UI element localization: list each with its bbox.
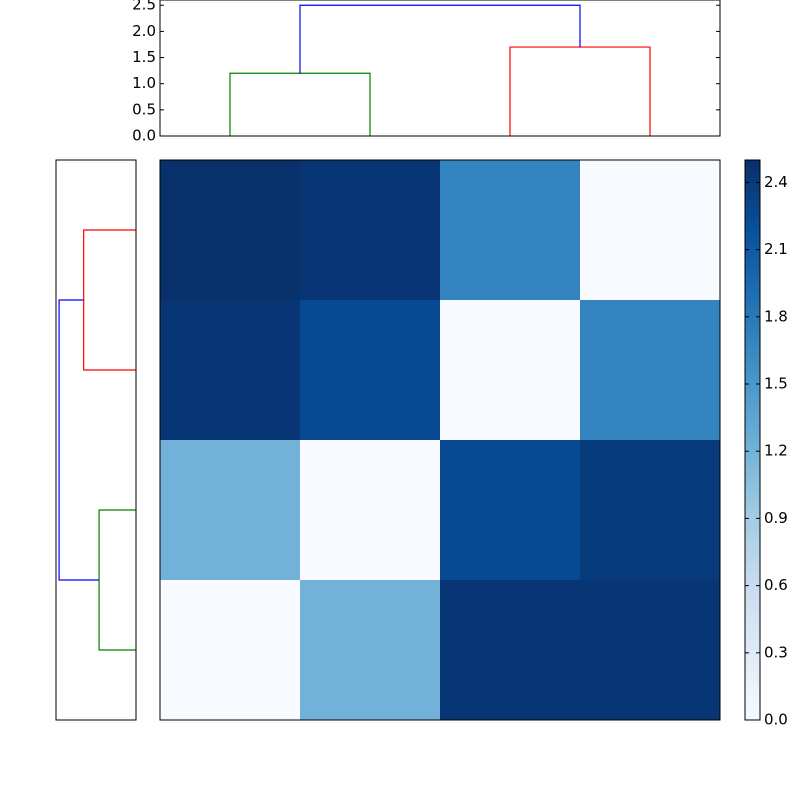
colorbar-tick-label: 0.0 (764, 711, 788, 729)
heatmap-cell (440, 440, 581, 581)
dendrogram-link (299, 4, 581, 74)
heatmap-cell (440, 160, 581, 301)
colorbar-tick-label: 1.2 (764, 442, 788, 460)
colorbar-tick-label: 2.1 (764, 240, 788, 258)
dendrogram-link (98, 509, 136, 651)
colorbar-tick-label: 1.5 (764, 375, 788, 393)
heatmap-cell (580, 160, 721, 301)
heatmap-cell (160, 300, 301, 441)
y-tick-label: 2.0 (132, 22, 156, 40)
dendrogram-link (83, 229, 136, 371)
heatmap-cell (440, 580, 581, 721)
heatmap-cell (160, 160, 301, 301)
dendrogram-link (229, 72, 371, 136)
heatmap-cell (300, 580, 441, 721)
colorbar-tick-label: 2.4 (764, 173, 788, 191)
y-tick-label: 1.0 (132, 74, 156, 92)
y-tick-label: 0.0 (132, 127, 156, 145)
colorbar-tick-label: 0.9 (764, 509, 788, 527)
colorbar (744, 159, 761, 721)
y-tick-label: 1.5 (132, 48, 156, 66)
colorbar-tick-label: 1.8 (764, 307, 788, 325)
colorbar-tick-label: 0.3 (764, 643, 788, 661)
axes-frame (159, 159, 721, 721)
heatmap-cell (440, 300, 581, 441)
colorbar-tick-label: 0.6 (764, 576, 788, 594)
heatmap-cell (300, 300, 441, 441)
dendrogram-link (509, 46, 651, 136)
heatmap-cell (580, 580, 721, 721)
dendrogram-link (58, 299, 100, 581)
heatmap-cell (160, 440, 301, 581)
heatmap-cell (300, 440, 441, 581)
heatmap-cell (160, 580, 301, 721)
heatmap-cell (580, 440, 721, 581)
y-tick-label: 0.5 (132, 100, 156, 118)
heatmap-cell (300, 160, 441, 301)
axes-frame (55, 159, 137, 721)
y-tick-label: 2.5 (132, 0, 156, 14)
axes-frame (159, 0, 721, 137)
heatmap-cell (580, 300, 721, 441)
